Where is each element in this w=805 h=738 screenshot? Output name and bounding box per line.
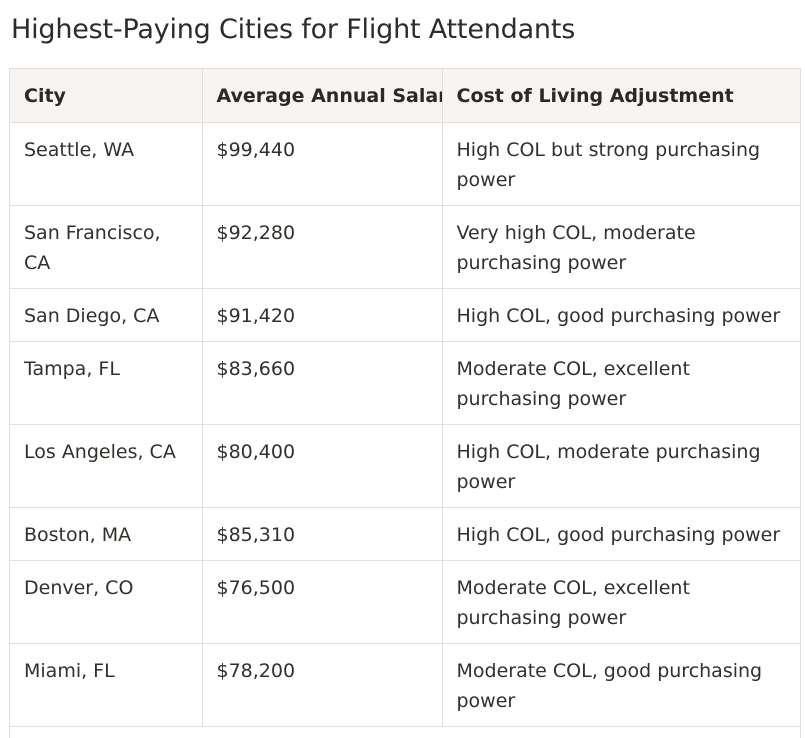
cell-col-adjustment: Moderate COL, good purchasing power — [442, 643, 800, 727]
cell-salary: $99,440 — [202, 122, 443, 206]
cell-salary: $80,400 — [202, 424, 443, 508]
table-row: Boston, MA $85,310 High COL, good purcha… — [10, 507, 800, 561]
cell-col-adjustment: Moderate COL, excellent purchasing power — [442, 341, 800, 425]
cell-salary: $92,280 — [202, 205, 443, 289]
cell-col-adjustment: High COL, good purchasing power — [442, 507, 800, 561]
page-title: Highest-Paying Cities for Flight Attenda… — [11, 14, 576, 45]
salary-table: City Average Annual Salary Cost of Livin… — [10, 69, 800, 727]
cell-city: Boston, MA — [10, 507, 203, 561]
cell-city: Denver, CO — [10, 560, 203, 644]
column-header-col-adjustment: Cost of Living Adjustment — [442, 69, 800, 123]
cell-col-adjustment: Very high COL, moderate purchasing power — [442, 205, 800, 289]
table-row: San Francisco, CA $92,280 Very high COL,… — [10, 205, 800, 289]
cell-col-adjustment: High COL, moderate purchasing power — [442, 424, 800, 508]
cell-city: Seattle, WA — [10, 122, 203, 206]
cell-city: San Francisco, CA — [10, 205, 203, 289]
table-header-row: City Average Annual Salary Cost of Livin… — [10, 69, 800, 123]
table-row: San Diego, CA $91,420 High COL, good pur… — [10, 288, 800, 342]
cell-city: San Diego, CA — [10, 288, 203, 342]
cell-salary: $83,660 — [202, 341, 443, 425]
cell-salary: $91,420 — [202, 288, 443, 342]
salary-table-container: City Average Annual Salary Cost of Livin… — [9, 68, 801, 738]
cell-city: Miami, FL — [10, 643, 203, 727]
cell-salary: $78,200 — [202, 643, 443, 727]
cell-col-adjustment: High COL but strong purchasing power — [442, 122, 800, 206]
table-row: Miami, FL $78,200 Moderate COL, good pur… — [10, 643, 800, 727]
table-row: Los Angeles, CA $80,400 High COL, modera… — [10, 424, 800, 508]
table-row: Denver, CO $76,500 Moderate COL, excelle… — [10, 560, 800, 644]
column-header-salary: Average Annual Salary — [202, 69, 443, 123]
cell-salary: $85,310 — [202, 507, 443, 561]
column-header-city: City — [10, 69, 203, 123]
cell-col-adjustment: High COL, good purchasing power — [442, 288, 800, 342]
cell-city: Los Angeles, CA — [10, 424, 203, 508]
table-row: Tampa, FL $83,660 Moderate COL, excellen… — [10, 341, 800, 425]
cell-salary: $76,500 — [202, 560, 443, 644]
cell-city: Tampa, FL — [10, 341, 203, 425]
table-row: Seattle, WA $99,440 High COL but strong … — [10, 122, 800, 206]
cell-col-adjustment: Moderate COL, excellent purchasing power — [442, 560, 800, 644]
